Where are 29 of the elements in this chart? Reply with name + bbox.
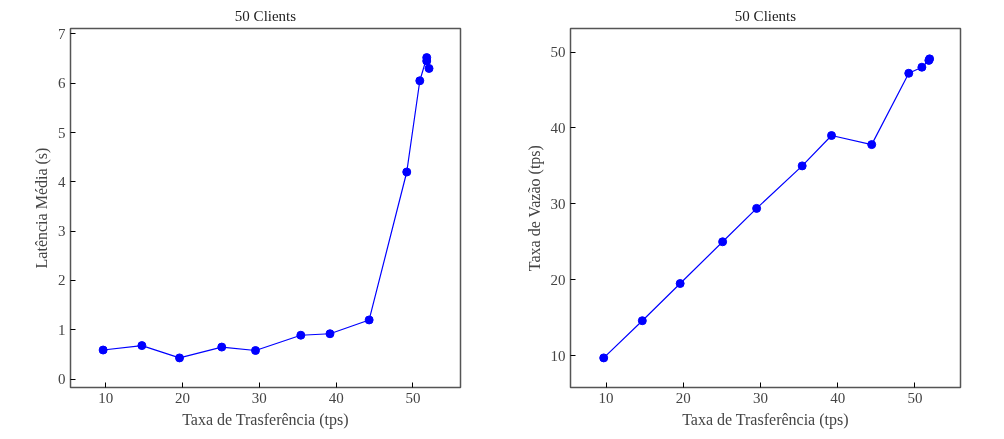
x-axis-title: Taxa de Trasferência (tps) (682, 410, 849, 429)
chart-title: 50 Clients (734, 7, 797, 24)
x-tick-label: 20 (675, 389, 691, 406)
y-tick-label: 40 (550, 119, 566, 136)
y-tick-label: 4 (58, 173, 66, 190)
y-tick-label: 30 (550, 195, 566, 212)
chart-title: 50 Clients (234, 7, 297, 24)
y-tick-label: 20 (550, 271, 566, 288)
y-tick-label: 50 (550, 44, 566, 61)
x-axis-title: Taxa de Trasferência (tps) (182, 410, 349, 429)
x-tick-label: 10 (98, 389, 114, 406)
y-tick-label: 1 (58, 321, 66, 338)
x-tick-label: 30 (752, 389, 768, 406)
y-tick-label: 6 (58, 75, 66, 92)
y-tick-label: 5 (58, 124, 66, 141)
y-tick-label: 7 (58, 25, 66, 42)
x-tick-label: 20 (175, 389, 191, 406)
x-tick-label: 40 (328, 389, 344, 406)
y-tick-label: 3 (58, 223, 66, 240)
y-tick-label: 2 (58, 272, 66, 289)
x-tick-label: 40 (830, 389, 846, 406)
x-tick-label: 50 (907, 389, 923, 406)
x-tick-label: 10 (598, 389, 614, 406)
x-tick-label: 30 (251, 389, 267, 406)
x-tick-label: 50 (405, 389, 421, 406)
y-axis-title: Taxa de Vazão (tps) (525, 145, 544, 272)
y-tick-label: 0 (58, 371, 66, 388)
y-tick-label: 10 (550, 347, 566, 364)
y-axis-title: Latência Média (s) (33, 147, 51, 269)
